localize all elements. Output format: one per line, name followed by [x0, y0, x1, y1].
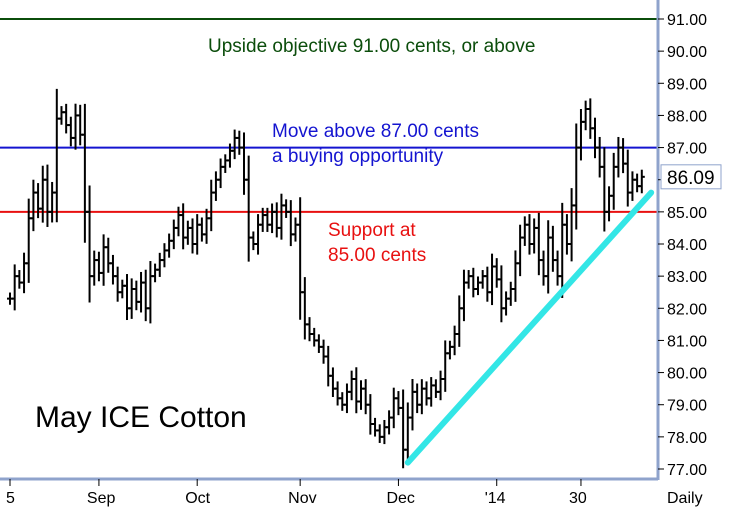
chart-title: May ICE Cotton — [35, 401, 247, 434]
reference-line-label: Upside objective 91.00 cents, or above — [208, 36, 535, 57]
y-tick-label: 89.00 — [667, 76, 707, 93]
x-tick-label: Sep — [87, 490, 116, 507]
x-tick-label: Oct — [185, 490, 210, 507]
y-tick-label: 90.00 — [667, 44, 707, 61]
y-tick-label: 79.00 — [667, 398, 707, 415]
x-tick-label: 5 — [6, 490, 15, 507]
reference-line-label: 85.00 cents — [328, 245, 426, 266]
price-bars-layer — [7, 88, 645, 469]
trendline — [404, 189, 655, 466]
y-tick-label: 81.00 — [667, 333, 707, 350]
axes-layer: 77.00 78.00 79.00 80.00 81.00 82.00 83.00 84.00… — [0, 0, 722, 507]
y-tick-label: 78.00 — [667, 430, 707, 447]
last-price-box — [660, 164, 722, 190]
period-label: Daily — [667, 490, 703, 507]
trendline-layer — [404, 189, 655, 466]
x-tick-label: 30 — [569, 490, 587, 507]
y-tick-label: 84.00 — [667, 237, 707, 254]
reference-line-label: a buying opportunity — [272, 146, 444, 167]
y-tick-label: 91.00 — [667, 12, 707, 29]
x-tick-label: Dec — [386, 490, 414, 507]
reference-line-label: Move above 87.00 cents — [272, 121, 479, 142]
y-tick-label: 85.00 — [667, 205, 707, 222]
y-tick-label: 77.00 — [667, 462, 707, 479]
y-tick-label: 83.00 — [667, 269, 707, 286]
x-tick-label: Nov — [288, 490, 316, 507]
reference-lines-layer — [0, 18, 657, 213]
last-price-label: 86.09 — [667, 168, 715, 189]
y-tick-label: 82.00 — [667, 301, 707, 318]
annotation-layer: Upside objective 91.00 cents, or above Mo… — [35, 36, 535, 434]
reference-line-label: Support at — [328, 220, 416, 241]
y-tick-label: 88.00 — [667, 108, 707, 125]
x-tick-label: '14 — [485, 490, 506, 507]
y-tick-label: 80.00 — [667, 366, 707, 383]
y-tick-label: 87.00 — [667, 141, 707, 158]
